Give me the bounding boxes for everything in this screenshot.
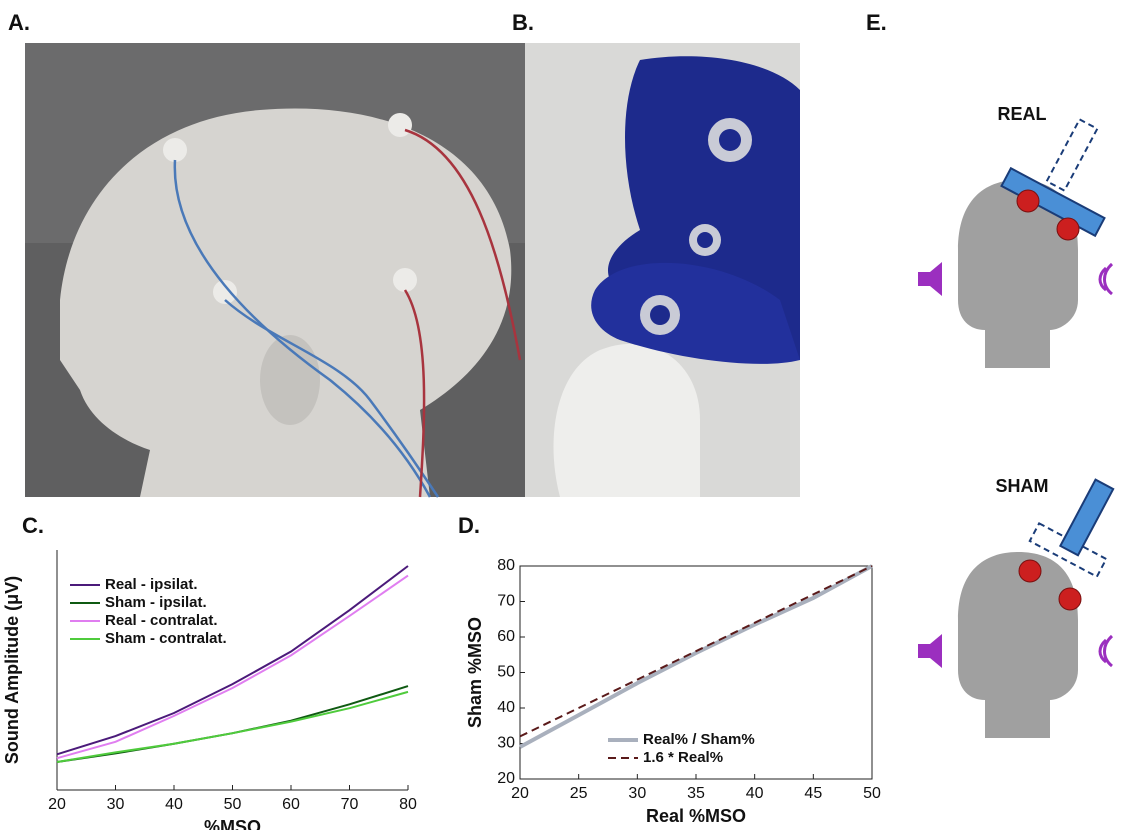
panel-label: B. xyxy=(512,10,534,35)
x-tick-label: 40 xyxy=(746,785,764,802)
photo-b xyxy=(525,43,800,497)
legend-label: Real - ipsilat. xyxy=(105,576,198,593)
diagram-real xyxy=(918,119,1112,368)
panel-label: A. xyxy=(8,10,30,35)
x-tick-label: 30 xyxy=(628,785,646,802)
legend-label: Real - contralat. xyxy=(105,612,218,629)
y-tick-label: 20 xyxy=(497,770,515,787)
y-axis-title: Sham %MSO xyxy=(465,617,485,728)
x-tick-label: 25 xyxy=(570,785,588,802)
y-axis-title: Sound Amplitude (μV) xyxy=(2,576,22,764)
figure: A. B. C. D. E. REAL SHAM 20 30 40 50 60 70 80%… xyxy=(0,0,1122,830)
x-tick-label: 30 xyxy=(107,796,125,813)
y-tick-label: 50 xyxy=(497,664,515,681)
x-tick-label: 50 xyxy=(863,785,881,802)
y-tick-label: 40 xyxy=(497,699,515,716)
diagram-sham xyxy=(918,480,1113,738)
x-tick-label: 50 xyxy=(224,796,242,813)
panel-label: C. xyxy=(22,513,44,538)
x-axis-title: Real %MSO xyxy=(646,806,746,826)
y-tick-label: 80 xyxy=(497,557,515,574)
y-tick-label: 30 xyxy=(497,735,515,752)
legend-label: Sham - contralat. xyxy=(105,630,227,647)
diagram-label: SHAM xyxy=(996,476,1049,496)
legend-label: 1.6 * Real% xyxy=(643,749,723,766)
series-line xyxy=(57,686,408,762)
y-tick-label: 70 xyxy=(497,593,515,610)
x-tick-label: 20 xyxy=(48,796,66,813)
x-tick-label: 35 xyxy=(687,785,705,802)
x-tick-label: 20 xyxy=(511,785,529,802)
x-axis-title: %MSO xyxy=(204,817,261,830)
x-tick-label: 60 xyxy=(282,796,300,813)
diagram-label: REAL xyxy=(998,104,1047,124)
x-tick-label: 70 xyxy=(341,796,359,813)
x-tick-label: 40 xyxy=(165,796,183,813)
legend-label: Sham - ipsilat. xyxy=(105,594,207,611)
x-tick-label: 45 xyxy=(804,785,822,802)
x-tick-label: 80 xyxy=(399,796,417,813)
panel-label: E. xyxy=(866,10,887,35)
y-tick-label: 60 xyxy=(497,628,515,645)
series-line xyxy=(520,566,872,736)
legend-label: Real% / Sham% xyxy=(643,731,755,748)
series-line xyxy=(520,566,872,747)
photo-a xyxy=(25,43,525,497)
panel-label: D. xyxy=(458,513,480,538)
